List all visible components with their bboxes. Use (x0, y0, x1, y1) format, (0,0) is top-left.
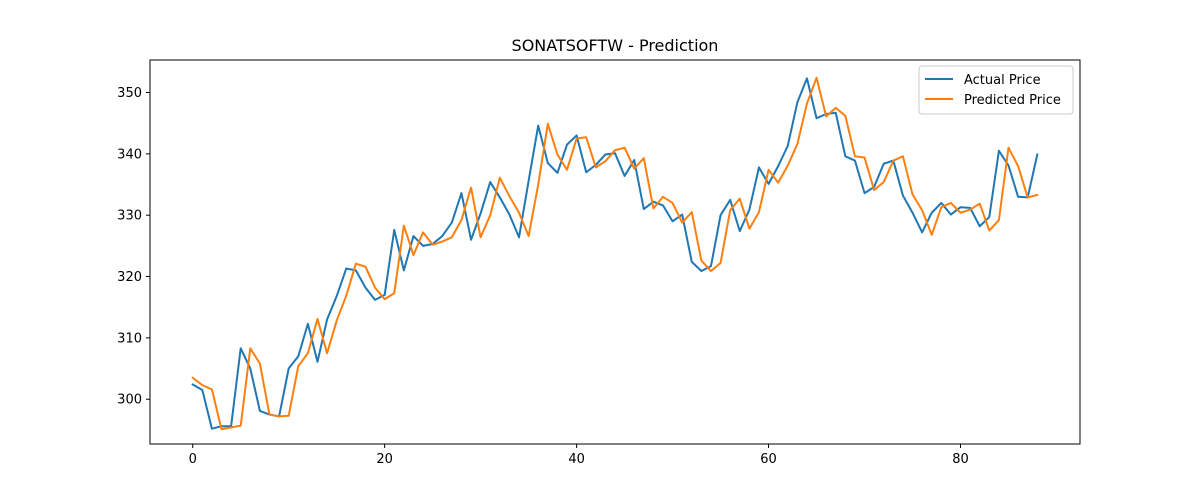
plot-area (150, 60, 1080, 444)
y-tick-label: 350 (117, 86, 142, 101)
x-tick-label: 40 (568, 452, 585, 467)
y-tick-label: 320 (117, 270, 142, 285)
x-tick-label: 0 (189, 452, 197, 467)
plot-frame (149, 59, 1081, 445)
axes-layer: 0 20 40 60 80 300 310 320 330 340 350 (117, 86, 969, 467)
x-tick-label: 20 (376, 452, 393, 467)
chart-title: SONATSOFTW - Prediction (512, 36, 719, 55)
y-tick-label: 330 (117, 209, 142, 224)
y-tick-label: 300 (117, 393, 142, 408)
legend-label-predicted: Predicted Price (964, 93, 1061, 108)
y-tick-label: 310 (117, 331, 142, 346)
actual-price-line (191, 77, 1039, 430)
x-tick-label: 60 (760, 452, 777, 467)
legend: Actual Price Predicted Price (918, 65, 1074, 115)
series-layer (191, 76, 1039, 431)
y-tick-label: 340 (117, 147, 142, 162)
x-tick-label: 80 (952, 452, 969, 467)
legend-label-actual: Actual Price (964, 73, 1041, 88)
predicted-price-line (191, 76, 1039, 431)
legend-box (918, 65, 1074, 115)
